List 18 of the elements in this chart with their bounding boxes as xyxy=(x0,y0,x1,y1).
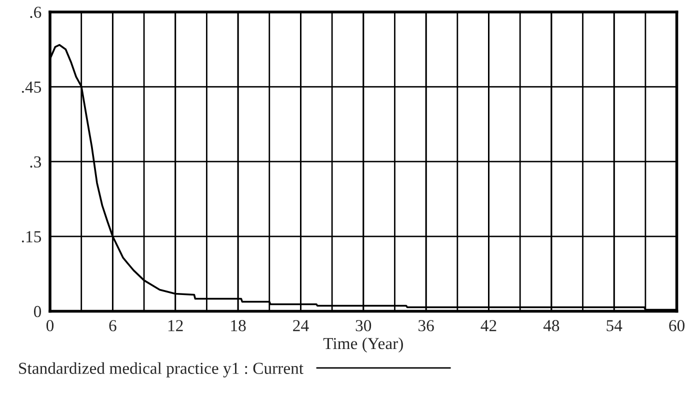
text: Standardized medical practice y1 : Current xyxy=(19,362,304,378)
x-tick-label: 18 xyxy=(231,320,246,332)
y-tick-label: .15 xyxy=(22,231,42,242)
y-tick-label: 0 xyxy=(34,306,42,318)
x-tick-label: 30 xyxy=(356,320,372,332)
x-tick-label: 42 xyxy=(480,320,496,332)
x-tick-label: 54 xyxy=(606,320,622,332)
x-tick-label: 0 xyxy=(46,320,54,332)
y-tick-label: .6 xyxy=(30,6,42,18)
x-tick-label: 36 xyxy=(418,320,434,332)
x-tick-label: 12 xyxy=(168,320,183,332)
y-tick-label: .3 xyxy=(30,156,42,168)
x-tick-label: 60 xyxy=(669,320,684,332)
x-tick-label: 24 xyxy=(293,320,309,332)
x-tick-label: 6 xyxy=(109,320,116,332)
x-axis-title: Time (Year) xyxy=(323,337,403,353)
x-tick-label: 48 xyxy=(543,320,560,332)
y-tick-label: .45 xyxy=(22,82,42,93)
